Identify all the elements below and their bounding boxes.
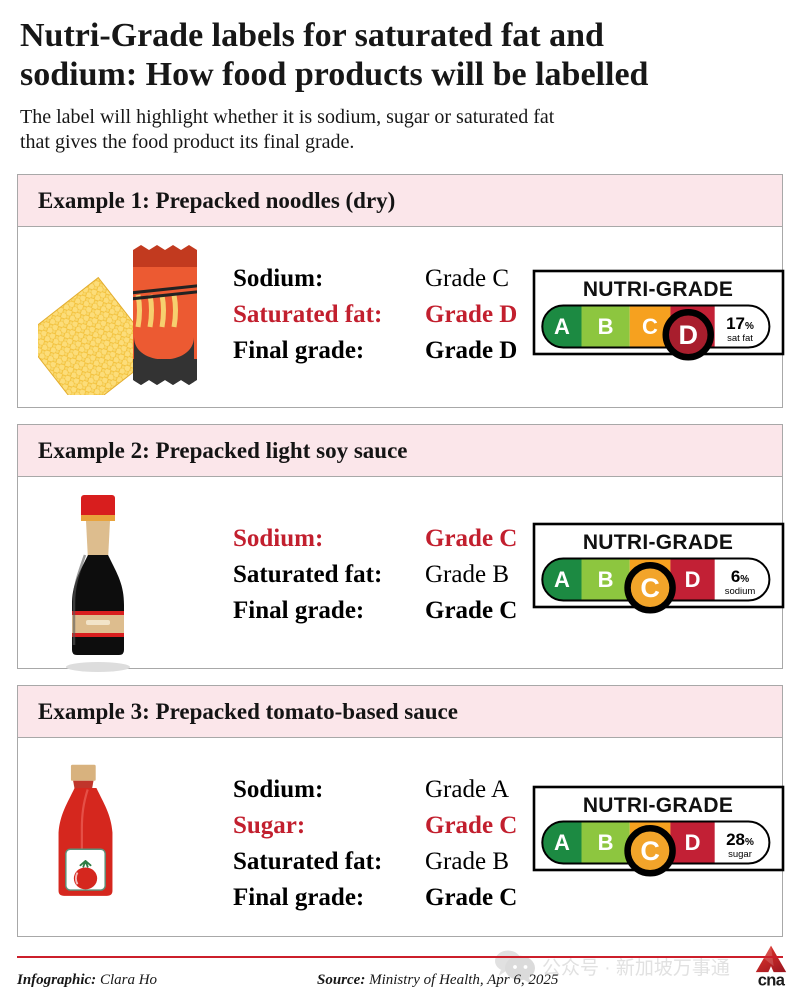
- svg-text:C: C: [642, 314, 658, 339]
- svg-text:NUTRI-GRADE: NUTRI-GRADE: [583, 794, 733, 817]
- svg-text:D: D: [685, 567, 701, 592]
- svg-text:A: A: [554, 830, 570, 855]
- svg-text:D: D: [685, 830, 701, 855]
- svg-text:C: C: [640, 573, 660, 603]
- svg-text:B: B: [598, 830, 614, 855]
- svg-text:C: C: [640, 836, 660, 866]
- svg-text:B: B: [598, 567, 614, 592]
- svg-text:NUTRI-GRADE: NUTRI-GRADE: [583, 278, 733, 301]
- svg-text:B: B: [598, 314, 614, 339]
- svg-text:NUTRI-GRADE: NUTRI-GRADE: [583, 531, 733, 554]
- svg-text:公众号 · 新加坡万事通: 公众号 · 新加坡万事通: [542, 957, 730, 979]
- svg-text:sodium: sodium: [725, 586, 756, 597]
- svg-text:cna: cna: [758, 970, 786, 988]
- svg-text:A: A: [554, 314, 570, 339]
- svg-text:A: A: [554, 567, 570, 592]
- svg-text:sat fat: sat fat: [727, 333, 753, 344]
- svg-text:sugar: sugar: [728, 849, 752, 860]
- svg-text:D: D: [679, 320, 699, 350]
